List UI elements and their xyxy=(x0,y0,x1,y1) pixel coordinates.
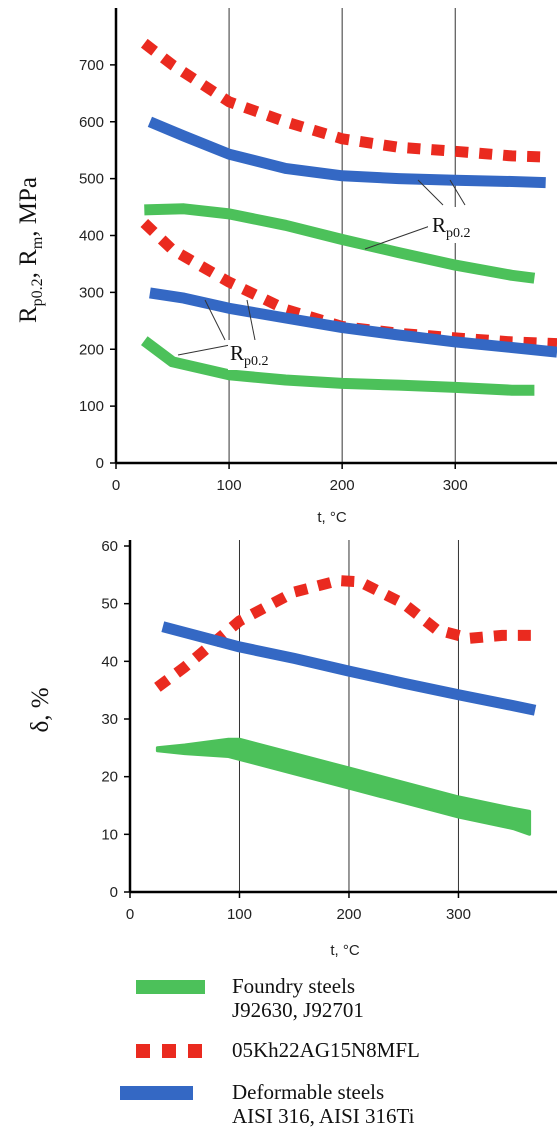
y-tick-label: 30 xyxy=(101,711,118,728)
elongation-chart: 0 10 20 30 40 50 60 0 100 200 300 t, °C δ, % xyxy=(27,538,557,959)
legend-label-deformable: Deformable steels AISI 316, AISI 316Ti xyxy=(232,1080,415,1128)
x-tick-label: 300 xyxy=(443,477,468,494)
series-line-deformable xyxy=(161,621,537,716)
rp02-annotation-upper: Rp0.2 xyxy=(432,213,471,241)
y-tick-label: 40 xyxy=(101,653,118,670)
series-line-foundry xyxy=(144,203,536,284)
series-line-steel_05kh xyxy=(154,575,536,692)
legend-item-deformable: Deformable steels AISI 316, AISI 316Ti xyxy=(0,1076,557,1136)
x-tick-label: 100 xyxy=(227,906,252,923)
x-tick-label: 0 xyxy=(112,477,120,494)
legend-item-foundry: Foundry steels J92630, J92701 xyxy=(0,974,557,1036)
legend: Foundry steels J92630, J92701 05Kh22AG15N… xyxy=(0,974,557,1136)
legend-label-05kh: 05Kh22AG15N8MFL xyxy=(232,1038,420,1062)
strength-chart-y-label: Rp0.2, Rm, MPa xyxy=(15,177,46,323)
elongation-chart-series xyxy=(154,575,537,836)
x-tick-label: 100 xyxy=(217,477,242,494)
y-tick-label: 60 xyxy=(101,538,118,555)
strength-chart-x-label: t, °C xyxy=(317,509,347,526)
elongation-chart-grid xyxy=(238,540,459,892)
rp02-annotation-lower: Rp0.2 xyxy=(230,341,269,369)
strength-chart-x-ticks: 0 100 200 300 xyxy=(112,463,468,494)
elongation-chart-y-ticks: 0 10 20 30 40 50 60 xyxy=(101,538,130,901)
x-tick-label: 0 xyxy=(126,906,134,923)
legend-swatch-foundry xyxy=(136,980,205,994)
y-tick-label: 400 xyxy=(79,228,104,245)
y-tick-label: 0 xyxy=(110,884,118,901)
y-tick-label: 700 xyxy=(79,57,104,74)
strength-chart-y-ticks: 0 100 200 300 400 500 600 700 xyxy=(79,57,116,472)
elongation-chart-y-label: δ, % xyxy=(27,687,54,732)
series-line-steel_05kh xyxy=(140,38,546,163)
y-tick-label: 600 xyxy=(79,114,104,131)
x-tick-label: 200 xyxy=(336,906,361,923)
legend-swatch-deformable xyxy=(120,1086,193,1100)
annotation-leaders xyxy=(177,179,466,356)
series-band-foundry xyxy=(155,737,532,836)
x-tick-label: 200 xyxy=(330,477,355,494)
y-tick-label: 0 xyxy=(96,455,104,472)
x-tick-label: 300 xyxy=(446,906,471,923)
y-tick-label: 10 xyxy=(101,826,118,843)
y-tick-label: 200 xyxy=(79,341,104,358)
y-tick-label: 50 xyxy=(101,596,118,613)
series-line-deformable xyxy=(149,287,557,358)
series-line-foundry xyxy=(141,336,535,396)
elongation-chart-x-label: t, °C xyxy=(330,942,360,959)
series-line-deformable xyxy=(147,116,546,189)
legend-item-05kh: 05Kh22AG15N8MFL xyxy=(0,1038,557,1068)
y-tick-label: 20 xyxy=(101,769,118,786)
y-tick-label: 300 xyxy=(79,284,104,301)
elongation-chart-x-ticks: 0 100 200 300 xyxy=(126,892,471,923)
y-tick-label: 100 xyxy=(79,398,104,415)
strength-chart-series xyxy=(140,38,557,396)
legend-swatch-05kh xyxy=(136,1044,210,1058)
legend-label-foundry: Foundry steels J92630, J92701 xyxy=(232,974,364,1022)
y-tick-label: 500 xyxy=(79,171,104,188)
